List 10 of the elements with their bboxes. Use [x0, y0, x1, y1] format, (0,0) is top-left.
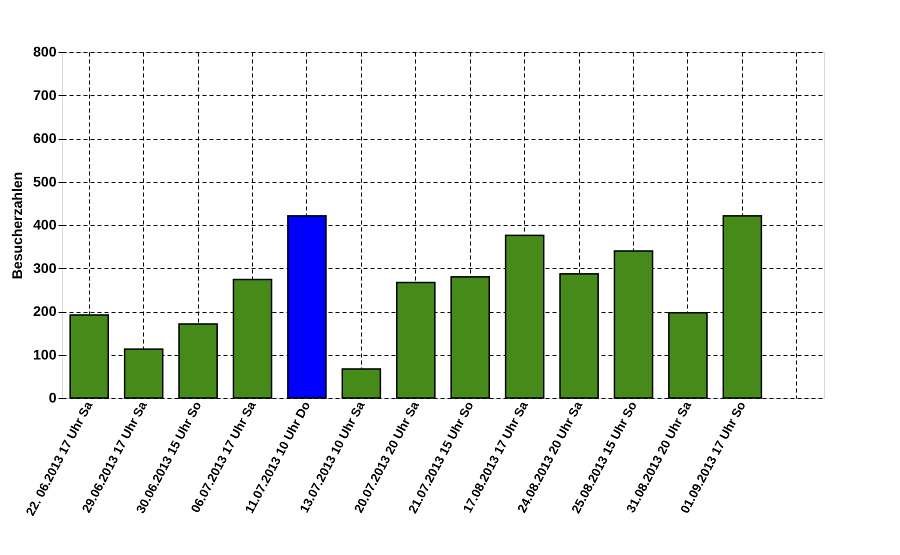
y-tick-label: 0 — [48, 390, 57, 406]
y-tick-label: 800 — [33, 44, 57, 60]
y-tick-label: 300 — [33, 260, 57, 276]
y-tick-label: 700 — [33, 86, 57, 103]
y-tick-label: 200 — [33, 303, 57, 319]
y-axis-title: Besucherzahlen — [9, 172, 26, 280]
y-tick-label: 400 — [33, 216, 57, 232]
y-tick-label: 100 — [33, 346, 57, 362]
y-tick-label: 600 — [33, 130, 57, 146]
y-tick-label: 500 — [33, 173, 57, 190]
